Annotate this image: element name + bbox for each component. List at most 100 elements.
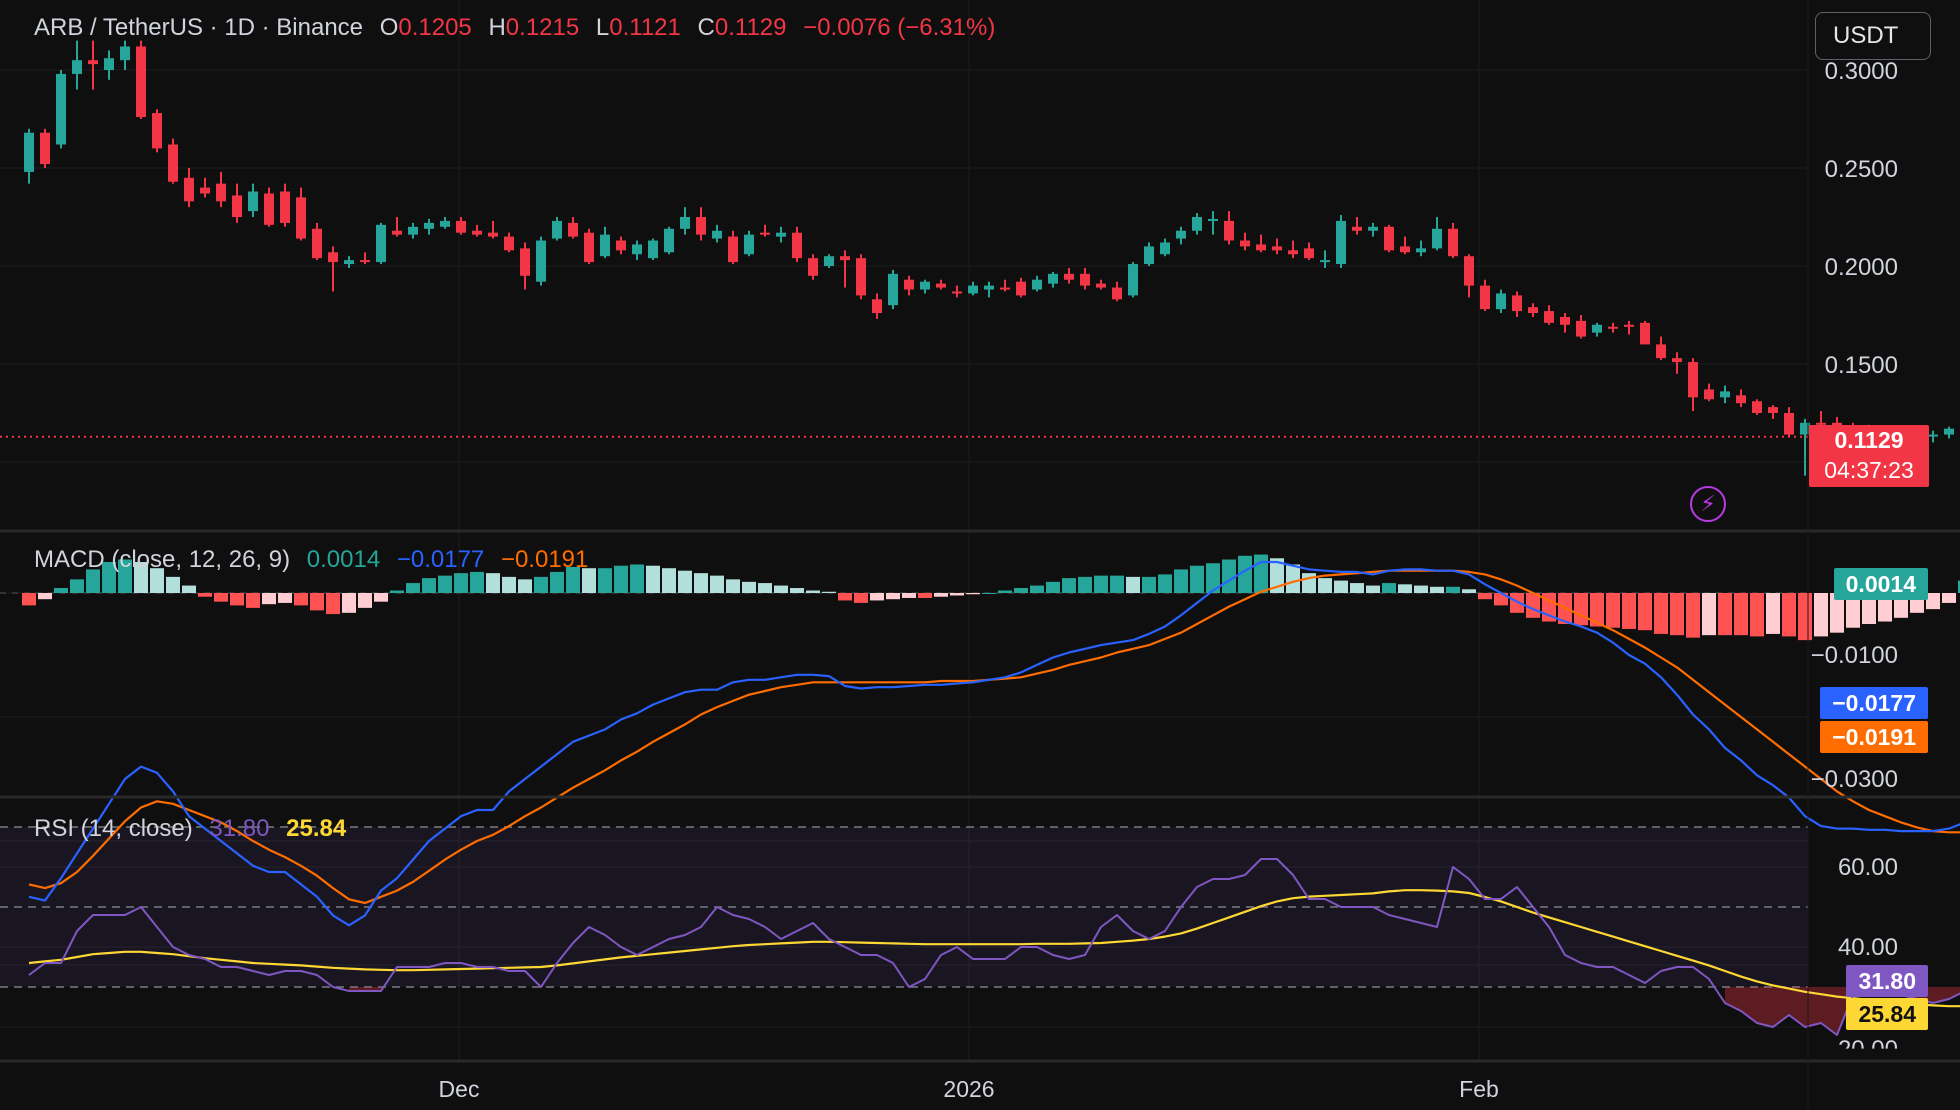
- macd-histogram-bar: [1366, 585, 1380, 593]
- macd-histogram-bar: [358, 593, 372, 608]
- candle-body: [1608, 326, 1618, 329]
- candle-body: [840, 256, 850, 261]
- macd-histogram-bar: [966, 593, 980, 595]
- macd-histogram-bar: [1846, 593, 1860, 628]
- macd-histogram-bar: [1638, 593, 1652, 631]
- macd-histogram-bar: [294, 593, 308, 606]
- macd-histogram-bar: [710, 575, 724, 593]
- candle-body: [280, 191, 290, 223]
- candle-body: [248, 191, 258, 212]
- candle-body: [1656, 344, 1666, 359]
- candle-body: [536, 240, 546, 282]
- candle-body: [1704, 389, 1714, 400]
- candle-body: [1816, 422, 1826, 425]
- macd-histogram-bar: [1318, 578, 1332, 593]
- candle-body: [1144, 246, 1154, 265]
- candle-body: [1752, 401, 1762, 413]
- candle-body: [328, 252, 338, 263]
- candle-body: [1672, 358, 1682, 363]
- macd-title[interactable]: MACD (close, 12, 26, 9): [34, 546, 291, 573]
- candle-body: [1720, 391, 1730, 398]
- macd-histogram-bar: [1478, 593, 1492, 600]
- price-axis-tick: 0.1500: [1824, 352, 1898, 379]
- symbol-label[interactable]: ARB / TetherUS · 1D · Binance: [34, 14, 364, 41]
- candle-body: [1928, 434, 1938, 437]
- macd-histogram-bar: [406, 583, 420, 593]
- candle-body: [1688, 362, 1698, 398]
- macd-histogram-bar: [1238, 555, 1252, 593]
- macd-signal-line: [28, 569, 1960, 905]
- macd-histogram-bar: [374, 593, 388, 602]
- candle-body: [856, 258, 866, 296]
- candle-body: [344, 260, 354, 265]
- macd-histogram-bar: [1014, 588, 1028, 593]
- candle-body: [1112, 287, 1122, 300]
- macd-histogram-bar: [502, 576, 516, 593]
- rsi-line: [28, 858, 1960, 1036]
- candle-body: [1400, 246, 1410, 253]
- candle-body: [504, 236, 514, 251]
- macd-histogram-bar: [998, 590, 1012, 593]
- candle-body: [1576, 320, 1586, 337]
- rsi-pane: [0, 826, 1960, 1036]
- candle-body: [616, 240, 626, 251]
- lightning-icon[interactable]: ⚡: [1690, 486, 1726, 522]
- macd-histogram-bar: [1830, 593, 1844, 633]
- candle-body: [728, 236, 738, 263]
- macd-histogram-bar: [742, 581, 756, 593]
- high-label: H: [488, 14, 506, 41]
- candle-body: [1560, 316, 1570, 325]
- macd-legend: MACD (close, 12, 26, 9) 0.0014 −0.0177 −…: [34, 546, 598, 574]
- candle-body: [1192, 217, 1202, 231]
- candle-body: [184, 177, 194, 202]
- macd-histogram-bar: [102, 562, 116, 593]
- rsi-oversold-fill: [1725, 987, 1960, 1035]
- candle-body: [1048, 273, 1058, 284]
- currency-button[interactable]: USDT: [1815, 12, 1931, 60]
- macd-histogram-bar: [246, 593, 260, 608]
- macd-histogram-bar: [694, 573, 708, 593]
- macd-signal-tag: −0.0191: [1820, 721, 1928, 753]
- macd-histogram-bar: [1302, 573, 1316, 593]
- candle-body: [664, 228, 674, 253]
- candle-body: [744, 234, 754, 255]
- macd-histogram-bar: [1110, 575, 1124, 593]
- macd-histogram-bar: [1766, 593, 1780, 634]
- macd-histogram-bar: [982, 593, 996, 594]
- candle-body: [632, 244, 642, 255]
- candle-body: [200, 187, 210, 194]
- macd-signal-value: −0.0191: [500, 546, 589, 573]
- candle-body: [40, 132, 50, 165]
- rsi-title[interactable]: RSI (14, close): [34, 815, 193, 842]
- candle-body: [712, 230, 722, 239]
- macd-histogram-bar: [134, 562, 148, 593]
- macd-histogram-bar: [198, 593, 212, 597]
- macd-histogram-bar: [1590, 593, 1604, 627]
- macd-histogram-bar: [902, 593, 916, 598]
- macd-histogram-bar: [486, 573, 500, 593]
- macd-histogram-bar: [1526, 593, 1540, 618]
- price-legend: ARB / TetherUS · 1D · Binance O0.1205 H0…: [34, 14, 1005, 42]
- candle-body: [88, 60, 98, 65]
- candle-body: [488, 232, 498, 237]
- rsi-legend: RSI (14, close) 31.80 25.84: [34, 815, 356, 843]
- candle-body: [1528, 307, 1538, 314]
- macd-axis-tick: −0.0300: [1810, 766, 1898, 793]
- candle-body: [1032, 279, 1042, 290]
- candle-body: [1368, 226, 1378, 231]
- candle-body: [1784, 413, 1794, 435]
- macd-histogram-bar: [1814, 593, 1828, 637]
- candle-body: [1640, 322, 1650, 345]
- candle-body: [1352, 226, 1362, 231]
- macd-histogram-bar: [390, 590, 404, 593]
- macd-histogram-bar: [310, 593, 324, 611]
- low-label: L: [595, 14, 610, 41]
- candle-body: [456, 220, 466, 233]
- macd-histogram-bar: [1750, 593, 1764, 637]
- macd-histogram-bar: [534, 576, 548, 593]
- candle-body: [72, 60, 82, 74]
- macd-histogram-bar: [1270, 558, 1284, 593]
- macd-histogram-bar: [1622, 593, 1636, 629]
